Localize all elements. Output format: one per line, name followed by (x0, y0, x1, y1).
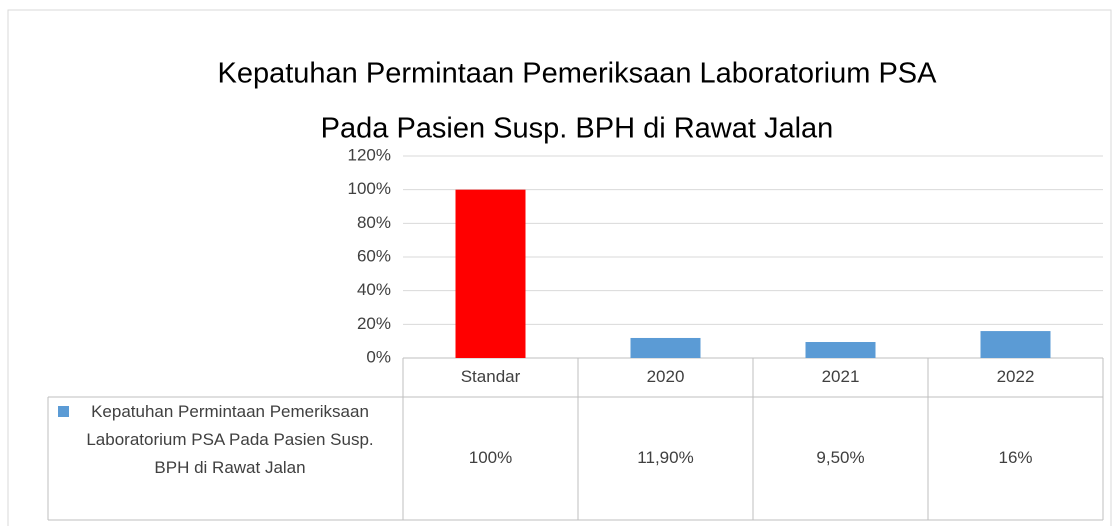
y-tick-label: 40% (357, 280, 391, 299)
bar (980, 331, 1051, 358)
x-tick-label: 2020 (647, 367, 685, 386)
chart-title: Kepatuhan Permintaan Pemeriksaan Laborat… (218, 58, 938, 90)
bar (630, 337, 701, 358)
chart-title: Pada Pasien Susp. BPH di Rawat Jalan (321, 113, 834, 145)
bar (805, 342, 876, 358)
data-label: 9,50% (816, 448, 864, 467)
data-label: 11,90% (637, 448, 693, 467)
y-tick-label: 100% (348, 179, 391, 198)
y-tick-label: 60% (357, 246, 391, 265)
y-tick-label: 0% (366, 347, 391, 366)
bar (455, 189, 526, 358)
legend-entry: Kepatuhan Permintaan Pemeriksaan Laborat… (86, 402, 374, 477)
x-tick-label: 2021 (822, 367, 860, 386)
legend-key (58, 406, 69, 417)
x-tick-label: 2022 (997, 367, 1035, 386)
x-tick-label: Standar (461, 367, 521, 386)
y-tick-label: 20% (357, 314, 391, 333)
y-tick-label: 80% (357, 213, 391, 232)
chart-border (7, 9, 1112, 526)
data-label: 100% (469, 448, 512, 467)
data-label: 16% (998, 448, 1032, 467)
y-tick-label: 120% (348, 145, 391, 164)
